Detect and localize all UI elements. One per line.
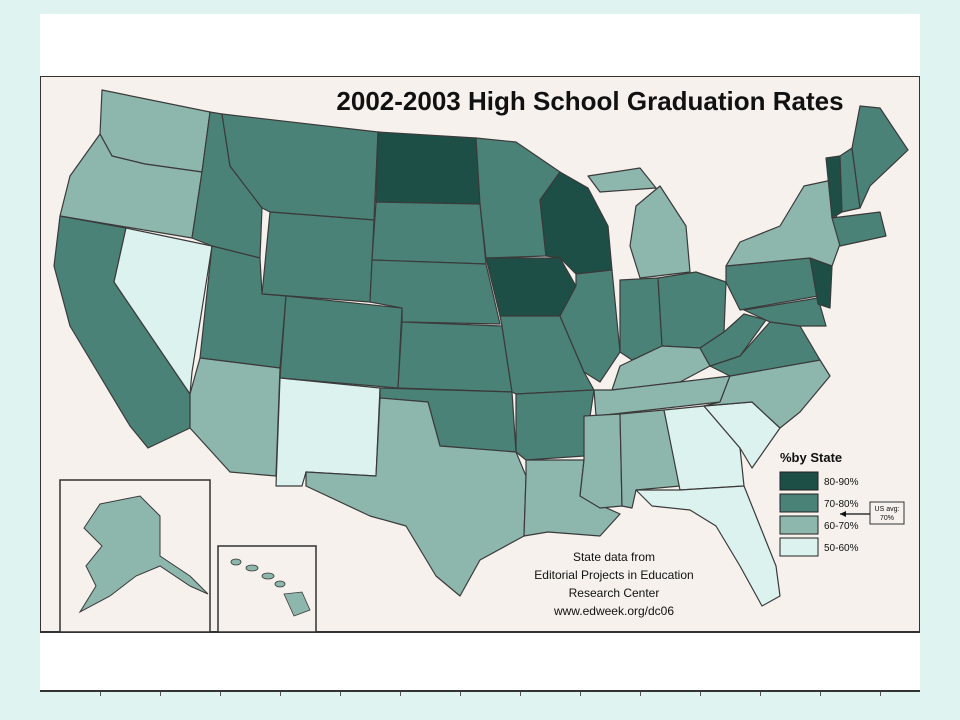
- source-line-1: State data from: [573, 550, 655, 564]
- graduation-rate-map: 2002-2003 High School Graduation Rates: [40, 76, 920, 633]
- ruler-tick: [820, 692, 821, 696]
- state-kansas: [397, 321, 513, 393]
- legend-label-80-90: 80-90%: [824, 477, 859, 488]
- legend: %by State 80-90% 70-80% 60-70% 50-60% US…: [779, 450, 905, 557]
- state-iowa: [485, 257, 577, 317]
- state-hawaii: [230, 558, 311, 617]
- state-illinois: [559, 269, 621, 383]
- hawaii-inset: [217, 545, 317, 633]
- ruler-tick: [220, 692, 221, 696]
- state-texas: [305, 397, 527, 597]
- ruler-tick: [760, 692, 761, 696]
- legend-label-70-80: 70-80%: [824, 499, 859, 510]
- source-line-4: www.edweek.org/dc06: [553, 604, 674, 618]
- legend-label-60-70: 60-70%: [824, 521, 859, 532]
- state-colorado: [279, 295, 403, 389]
- legend-swatch-80-90: [779, 471, 819, 491]
- slide-bottom-rule: [40, 690, 920, 692]
- ruler-tick: [280, 692, 281, 696]
- state-indiana: [619, 277, 663, 361]
- state-michigan: [587, 167, 691, 279]
- legend-swatch-70-80: [779, 493, 819, 513]
- state-alaska: [78, 495, 209, 614]
- state-arkansas: [515, 389, 595, 461]
- us-average-callout: [869, 501, 905, 525]
- legend-swatch-60-70: [779, 515, 819, 535]
- state-mississippi: [579, 413, 623, 509]
- ruler-tick: [400, 692, 401, 696]
- ruler-tick: [640, 692, 641, 696]
- us-average-arrowhead: [840, 511, 846, 517]
- ruler-tick: [580, 692, 581, 696]
- state-arizona: [189, 357, 281, 477]
- state-georgia: [663, 405, 745, 491]
- us-average-label: US avg:: [875, 506, 900, 513]
- source-line-2: Editorial Projects in Education: [534, 568, 693, 582]
- state-maryland: [743, 297, 827, 327]
- state-florida: [635, 485, 781, 607]
- states-layer: [53, 89, 909, 607]
- state-ohio: [657, 271, 727, 349]
- ruler-tick: [520, 692, 521, 696]
- state-south-dakota: [371, 201, 487, 265]
- source-line-3: Research Center: [569, 586, 660, 600]
- source-note: State data from Editorial Projects in Ed…: [534, 550, 693, 618]
- state-north-dakota: [375, 131, 481, 205]
- map-title: 2002-2003 High School Graduation Rates: [336, 86, 843, 116]
- ruler-tick: [160, 692, 161, 696]
- state-maine: [851, 105, 909, 209]
- state-nevada: [113, 227, 213, 395]
- state-southern-new-england: [831, 211, 887, 247]
- ruler-tick: [700, 692, 701, 696]
- ruler-tick: [100, 692, 101, 696]
- legend-label-50-60: 50-60%: [824, 543, 859, 554]
- ruler-tick: [340, 692, 341, 696]
- ruler-tick: [880, 692, 881, 696]
- legend-swatch-50-60: [779, 537, 819, 557]
- state-new-mexico: [275, 377, 381, 487]
- us-average-value: 70%: [880, 515, 894, 522]
- legend-title: %by State: [780, 450, 842, 465]
- state-wyoming: [261, 211, 375, 303]
- ruler-tick: [460, 692, 461, 696]
